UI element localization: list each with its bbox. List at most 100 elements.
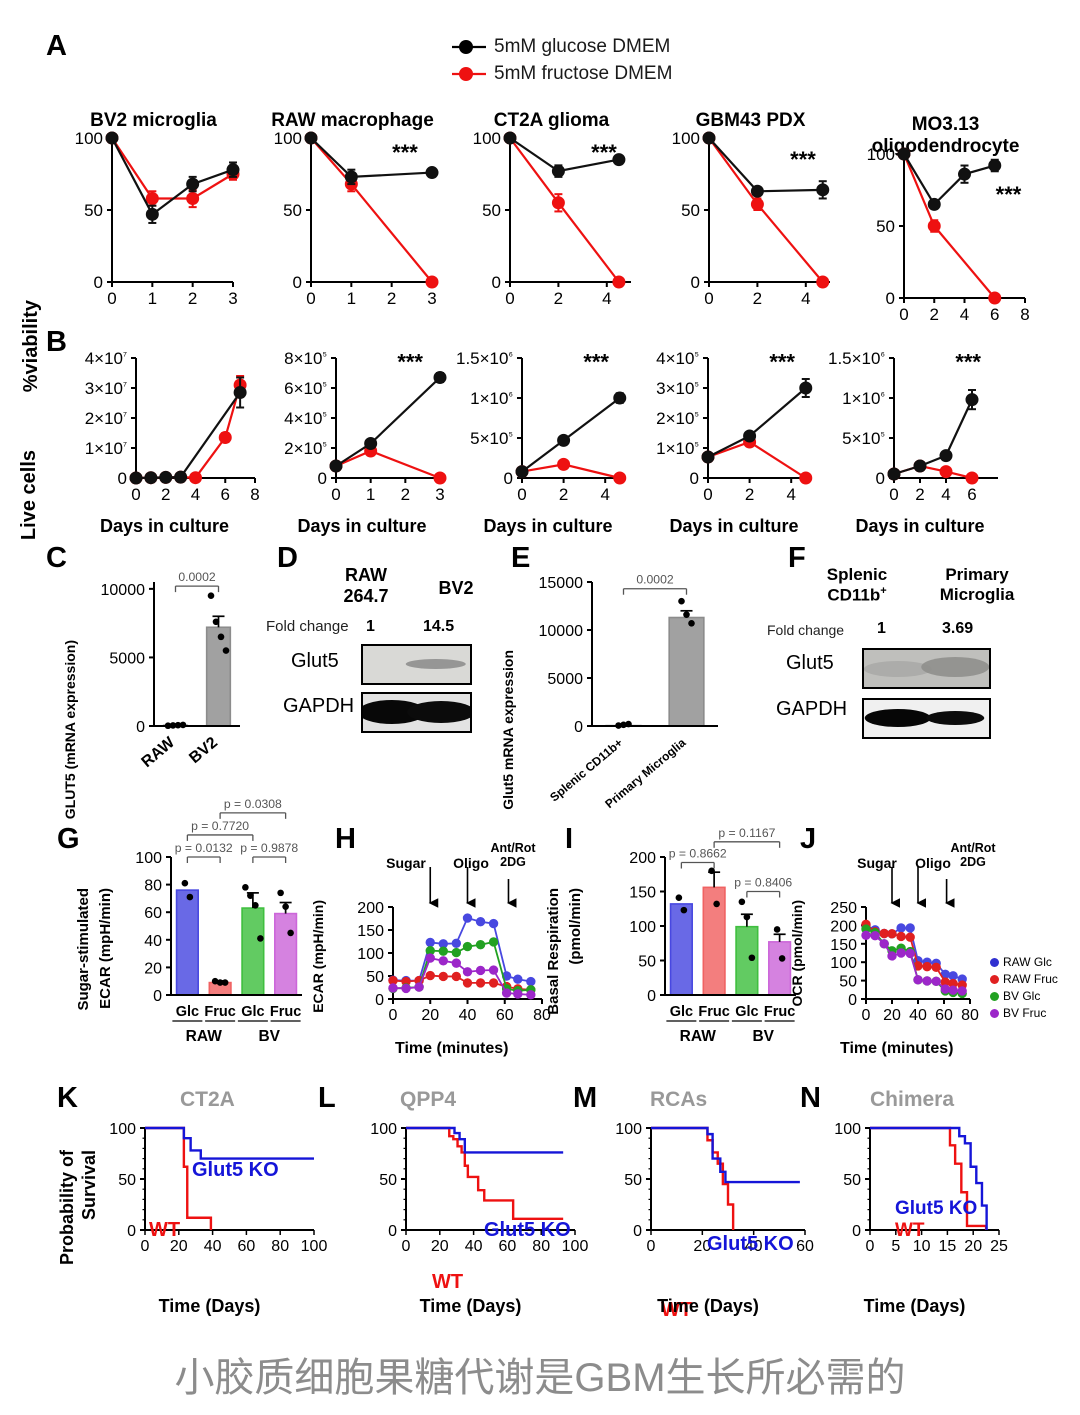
svg-text:0: 0 bbox=[852, 1223, 861, 1240]
svg-text:***: *** bbox=[583, 349, 609, 374]
svg-text:40: 40 bbox=[909, 1007, 927, 1024]
svg-text:2×10⁵: 2×10⁵ bbox=[284, 439, 327, 458]
svg-text:100: 100 bbox=[834, 1121, 861, 1138]
svg-text:RAW: RAW bbox=[139, 733, 179, 771]
svg-text:1: 1 bbox=[347, 289, 356, 308]
svg-text:20: 20 bbox=[144, 960, 162, 977]
svg-text:Glc: Glc bbox=[735, 1004, 758, 1020]
svg-text:100: 100 bbox=[135, 850, 162, 867]
svg-text:2: 2 bbox=[554, 289, 563, 308]
svg-text:0: 0 bbox=[574, 719, 583, 736]
svg-text:6: 6 bbox=[967, 485, 976, 504]
svg-text:***: *** bbox=[790, 147, 816, 172]
svg-text:0: 0 bbox=[118, 469, 127, 488]
svg-text:50: 50 bbox=[681, 201, 700, 220]
svg-text:***: *** bbox=[955, 349, 981, 374]
svg-text:0: 0 bbox=[647, 988, 656, 1005]
svg-text:2: 2 bbox=[188, 289, 197, 308]
svg-text:200: 200 bbox=[357, 900, 384, 917]
svg-text:100: 100 bbox=[370, 1121, 397, 1138]
svg-text:4: 4 bbox=[941, 485, 950, 504]
svg-text:4: 4 bbox=[602, 289, 611, 308]
svg-text:100: 100 bbox=[357, 946, 384, 963]
svg-text:100: 100 bbox=[867, 145, 895, 164]
svg-text:3×10⁵: 3×10⁵ bbox=[656, 379, 699, 398]
svg-text:60: 60 bbox=[796, 1238, 814, 1255]
svg-text:Glut5 KO: Glut5 KO bbox=[192, 1159, 279, 1181]
svg-text:150: 150 bbox=[629, 885, 656, 902]
svg-text:4×10⁷: 4×10⁷ bbox=[85, 349, 127, 368]
svg-text:20: 20 bbox=[421, 1007, 439, 1024]
svg-text:100: 100 bbox=[629, 919, 656, 936]
svg-text:50: 50 bbox=[839, 974, 857, 991]
svg-text:RAW macrophage: RAW macrophage bbox=[271, 110, 434, 131]
svg-text:0: 0 bbox=[131, 485, 140, 504]
svg-text:4: 4 bbox=[801, 289, 810, 308]
svg-text:0: 0 bbox=[293, 273, 302, 292]
svg-text:80: 80 bbox=[961, 1007, 979, 1024]
svg-text:0: 0 bbox=[136, 719, 145, 736]
svg-text:1: 1 bbox=[148, 289, 157, 308]
svg-text:15000: 15000 bbox=[539, 575, 584, 592]
svg-text:0: 0 bbox=[107, 289, 116, 308]
svg-text:RAW: RAW bbox=[186, 1028, 223, 1045]
svg-text:0: 0 bbox=[127, 1223, 136, 1240]
svg-text:10000: 10000 bbox=[101, 582, 146, 599]
svg-text:1.5×10⁶: 1.5×10⁶ bbox=[456, 349, 513, 368]
svg-text:Glc: Glc bbox=[670, 1004, 693, 1020]
svg-text:150: 150 bbox=[357, 923, 384, 940]
svg-text:0: 0 bbox=[492, 273, 501, 292]
svg-text:4: 4 bbox=[600, 485, 609, 504]
svg-text:4: 4 bbox=[960, 305, 969, 324]
svg-text:100: 100 bbox=[830, 955, 857, 972]
svg-text:40: 40 bbox=[144, 933, 162, 950]
svg-text:Glut5 KO: Glut5 KO bbox=[707, 1233, 794, 1255]
svg-text:20: 20 bbox=[431, 1238, 449, 1255]
svg-text:1: 1 bbox=[366, 485, 375, 504]
svg-text:4×10⁵: 4×10⁵ bbox=[656, 349, 699, 368]
svg-text:2: 2 bbox=[915, 485, 924, 504]
svg-text:50: 50 bbox=[482, 201, 501, 220]
svg-text:2×10⁵: 2×10⁵ bbox=[656, 409, 699, 428]
svg-text:5×10⁵: 5×10⁵ bbox=[470, 429, 513, 448]
svg-text:60: 60 bbox=[144, 905, 162, 922]
svg-text:Glc: Glc bbox=[176, 1004, 199, 1020]
svg-text:0.0002: 0.0002 bbox=[178, 570, 215, 584]
svg-text:60: 60 bbox=[935, 1007, 953, 1024]
svg-text:0: 0 bbox=[94, 273, 103, 292]
svg-text:0: 0 bbox=[703, 485, 712, 504]
svg-text:2: 2 bbox=[559, 485, 568, 504]
svg-text:50: 50 bbox=[379, 1172, 397, 1189]
svg-text:BV2 microglia: BV2 microglia bbox=[90, 110, 217, 131]
svg-text:0: 0 bbox=[704, 289, 713, 308]
svg-text:2: 2 bbox=[745, 485, 754, 504]
svg-text:8×10⁵: 8×10⁵ bbox=[284, 349, 327, 368]
svg-text:BV: BV bbox=[752, 1028, 774, 1045]
svg-text:2: 2 bbox=[930, 305, 939, 324]
svg-text:20: 20 bbox=[964, 1238, 982, 1255]
svg-text:2: 2 bbox=[387, 289, 396, 308]
svg-text:WT: WT bbox=[149, 1219, 180, 1241]
svg-text:8: 8 bbox=[250, 485, 259, 504]
svg-text:25: 25 bbox=[990, 1238, 1008, 1255]
svg-text:0: 0 bbox=[633, 1223, 642, 1240]
svg-text:6×10⁵: 6×10⁵ bbox=[284, 379, 327, 398]
svg-text:Fruc: Fruc bbox=[204, 1004, 235, 1020]
svg-text:20: 20 bbox=[883, 1007, 901, 1024]
svg-text:0: 0 bbox=[318, 469, 327, 488]
svg-text:1×10⁵: 1×10⁵ bbox=[656, 439, 699, 458]
svg-text:0: 0 bbox=[862, 1007, 871, 1024]
svg-text:p = 0.7720: p = 0.7720 bbox=[191, 819, 249, 833]
svg-text:p = 0.8662: p = 0.8662 bbox=[669, 847, 727, 861]
svg-text:80: 80 bbox=[144, 878, 162, 895]
svg-text:0: 0 bbox=[153, 988, 162, 1005]
svg-text:2: 2 bbox=[161, 485, 170, 504]
svg-text:100: 100 bbox=[473, 129, 501, 148]
svg-text:40: 40 bbox=[204, 1238, 222, 1255]
svg-text:3: 3 bbox=[228, 289, 237, 308]
svg-text:MO3.13: MO3.13 bbox=[912, 114, 980, 135]
svg-text:8: 8 bbox=[1020, 305, 1029, 324]
svg-text:100: 100 bbox=[672, 129, 700, 148]
svg-text:0.0002: 0.0002 bbox=[636, 573, 673, 587]
svg-text:Glut5 KO: Glut5 KO bbox=[484, 1219, 571, 1241]
